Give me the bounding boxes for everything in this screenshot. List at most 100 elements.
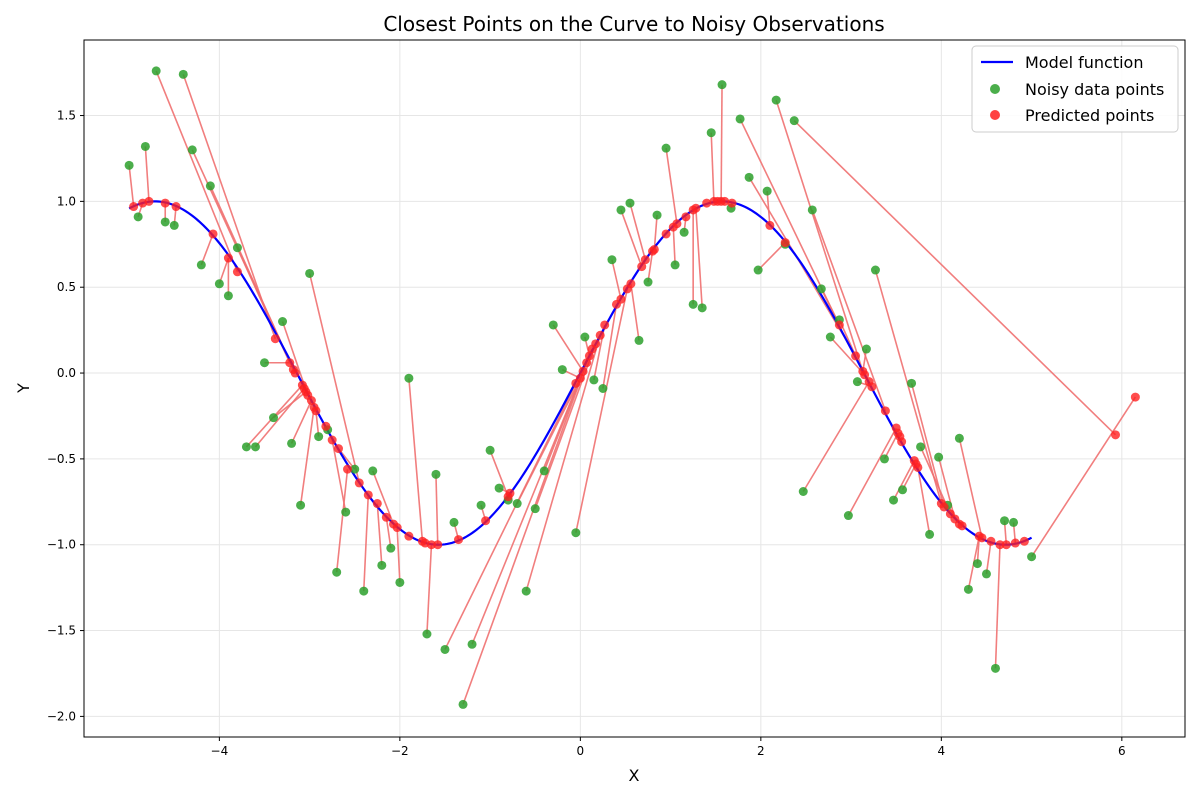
predicted-point-7	[232, 267, 242, 277]
y-tick-label-1: −1.5	[47, 624, 76, 638]
y-tick-label-2: −1.0	[47, 538, 76, 552]
legend-label-predicted: Predicted points	[1025, 106, 1154, 125]
predicted-point-97	[1130, 392, 1140, 402]
y-axis-ticks: −2.0 −1.5 −1.0 −0.5 0.0 0.5 1.0 1.5	[47, 109, 84, 723]
connector-line-14	[254, 387, 305, 448]
noisy-point-81	[870, 265, 880, 275]
predicted-point-54	[649, 244, 659, 254]
predicted-point-67	[765, 220, 775, 230]
connector-line-70	[775, 99, 864, 372]
predicted-point-39	[575, 373, 585, 383]
connector-line-39	[489, 450, 509, 497]
noisy-point-0	[124, 160, 134, 170]
noisy-point-55	[634, 335, 644, 345]
connector-line-46	[552, 324, 584, 372]
noisy-point-11	[223, 291, 233, 301]
legend-noisy-swatch	[990, 84, 1000, 94]
predicted-point-55	[661, 229, 671, 239]
noisy-point-18	[287, 438, 297, 448]
noisy-point-19	[296, 500, 306, 510]
noisy-point-37	[467, 639, 477, 649]
x-axis-ticks: −4 −2 0 2 4 6	[211, 737, 1126, 758]
connector-line-29	[385, 517, 392, 549]
predicted-point-19	[321, 421, 331, 431]
noisy-point-4	[160, 217, 170, 227]
noisy-point-29	[386, 543, 396, 553]
predicted-point-41	[582, 358, 592, 368]
noisy-point-74	[807, 205, 817, 215]
noisy-point-97	[1027, 552, 1037, 562]
noisy-point-26	[359, 586, 369, 596]
predicted-point-34	[454, 535, 464, 545]
legend: Model function Noisy data points Predict…	[971, 45, 1179, 133]
predicted-point-40	[578, 366, 588, 376]
x-axis-label: X	[629, 766, 640, 785]
noisy-point-20	[305, 268, 315, 278]
connector-line-54	[629, 202, 647, 260]
noisy-point-45	[539, 466, 549, 476]
predicted-point-9	[285, 358, 295, 368]
predicted-point-65	[720, 196, 730, 206]
predicted-point-66	[727, 198, 737, 208]
predicted-point-42	[584, 351, 594, 361]
noisy-point-10	[214, 279, 224, 289]
predicted-point-51	[637, 262, 647, 272]
connector-line-28	[376, 503, 383, 566]
noisy-point-72	[789, 116, 799, 126]
connector-line-74	[811, 209, 887, 412]
noisy-point-52	[607, 255, 617, 265]
noisy-point-57	[652, 210, 662, 220]
predicted-point-2	[144, 196, 154, 206]
predicted-point-8	[270, 334, 280, 344]
noisy-point-67	[744, 172, 754, 182]
connector-line-62	[695, 208, 703, 308]
predicted-point-24	[363, 490, 373, 500]
noisy-point-50	[589, 375, 599, 385]
x-tick-label-4: 4	[938, 744, 946, 758]
noisy-point-27	[368, 466, 378, 476]
y-tick-label-5: 0.5	[57, 280, 76, 294]
predicted-point-92	[995, 540, 1005, 550]
connector-line-81	[874, 269, 943, 504]
noisy-point-92	[972, 559, 982, 569]
noisy-point-48	[571, 528, 581, 538]
x-tick-label-5: 6	[1118, 744, 1126, 758]
predicted-point-96	[1111, 430, 1121, 440]
connector-line-97	[1030, 396, 1137, 558]
predicted-point-58	[681, 212, 691, 222]
noisy-point-53	[616, 205, 626, 215]
noisy-point-69	[762, 186, 772, 196]
connector-line-55	[630, 283, 640, 341]
connector-line-83	[892, 460, 915, 501]
y-tick-label-6: 1.0	[57, 194, 76, 208]
noisy-point-90	[954, 433, 964, 443]
predicted-point-23	[354, 478, 364, 488]
noisy-point-84	[898, 485, 908, 495]
predicted-point-90	[977, 533, 987, 543]
connector-line-51	[602, 304, 618, 389]
connector-line-72	[793, 120, 1117, 436]
connector-line-73	[802, 381, 870, 492]
predicted-point-20	[327, 435, 337, 445]
predicted-point-79	[897, 437, 907, 447]
connector-line-93	[985, 541, 992, 575]
noisy-point-66	[735, 114, 745, 124]
connector-line-42	[516, 377, 582, 504]
predicted-point-69	[834, 320, 844, 330]
noisy-point-31	[404, 373, 414, 383]
chart-title: Closest Points on the Curve to Noisy Obs…	[383, 12, 884, 36]
connector-line-58	[665, 148, 678, 224]
noisy-point-44	[530, 504, 540, 514]
noisy-point-63	[706, 128, 716, 138]
connector-line-18	[290, 400, 313, 444]
noisy-point-51	[598, 384, 608, 393]
connector-line-3	[155, 70, 239, 273]
predicted-point-93	[1001, 540, 1011, 550]
predicted-point-84	[939, 502, 949, 512]
noisy-point-2	[140, 141, 150, 151]
predicted-point-70	[851, 351, 861, 361]
predicted-points	[129, 196, 1140, 550]
noisy-point-76	[825, 332, 835, 342]
predicted-point-82	[913, 462, 923, 472]
noisy-point-33	[431, 469, 441, 479]
